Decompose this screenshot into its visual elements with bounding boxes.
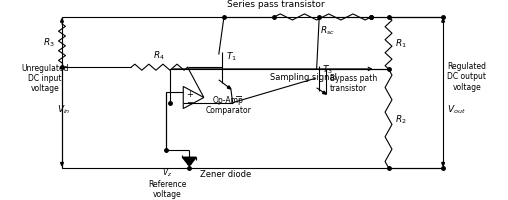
- Text: Unregulated
DC input
voltage: Unregulated DC input voltage: [21, 63, 69, 93]
- Polygon shape: [442, 20, 444, 23]
- Text: $R_2$: $R_2$: [395, 112, 407, 125]
- Polygon shape: [323, 92, 326, 95]
- Text: $R_3$: $R_3$: [43, 36, 55, 49]
- Polygon shape: [60, 163, 64, 166]
- Text: $V_{in}$: $V_{in}$: [57, 103, 70, 115]
- Polygon shape: [227, 86, 231, 90]
- Polygon shape: [182, 157, 196, 166]
- Text: Regulated
DC output
voltage: Regulated DC output voltage: [448, 62, 487, 91]
- Text: $V_{out}$: $V_{out}$: [448, 103, 466, 115]
- Text: Series pass transistor: Series pass transistor: [227, 0, 325, 9]
- Text: $R_{sc}$: $R_{sc}$: [320, 25, 334, 37]
- Text: $T_3$: $T_3$: [322, 63, 333, 76]
- Text: −: −: [235, 91, 243, 101]
- Text: $R_4$: $R_4$: [153, 49, 166, 62]
- Text: Sampling signal: Sampling signal: [270, 73, 337, 82]
- Text: $V_z$
Reference
voltage: $V_z$ Reference voltage: [148, 165, 187, 198]
- Text: Op-Amp
Comparator: Op-Amp Comparator: [205, 95, 251, 115]
- Text: Bypass path
transistor: Bypass path transistor: [330, 74, 377, 93]
- Text: $T_1$: $T_1$: [226, 50, 237, 63]
- Text: +: +: [186, 89, 193, 98]
- Text: Zener diode: Zener diode: [200, 169, 251, 178]
- Text: −: −: [186, 98, 193, 107]
- Polygon shape: [60, 20, 64, 23]
- Text: $R_1$: $R_1$: [395, 37, 407, 50]
- Polygon shape: [442, 163, 444, 166]
